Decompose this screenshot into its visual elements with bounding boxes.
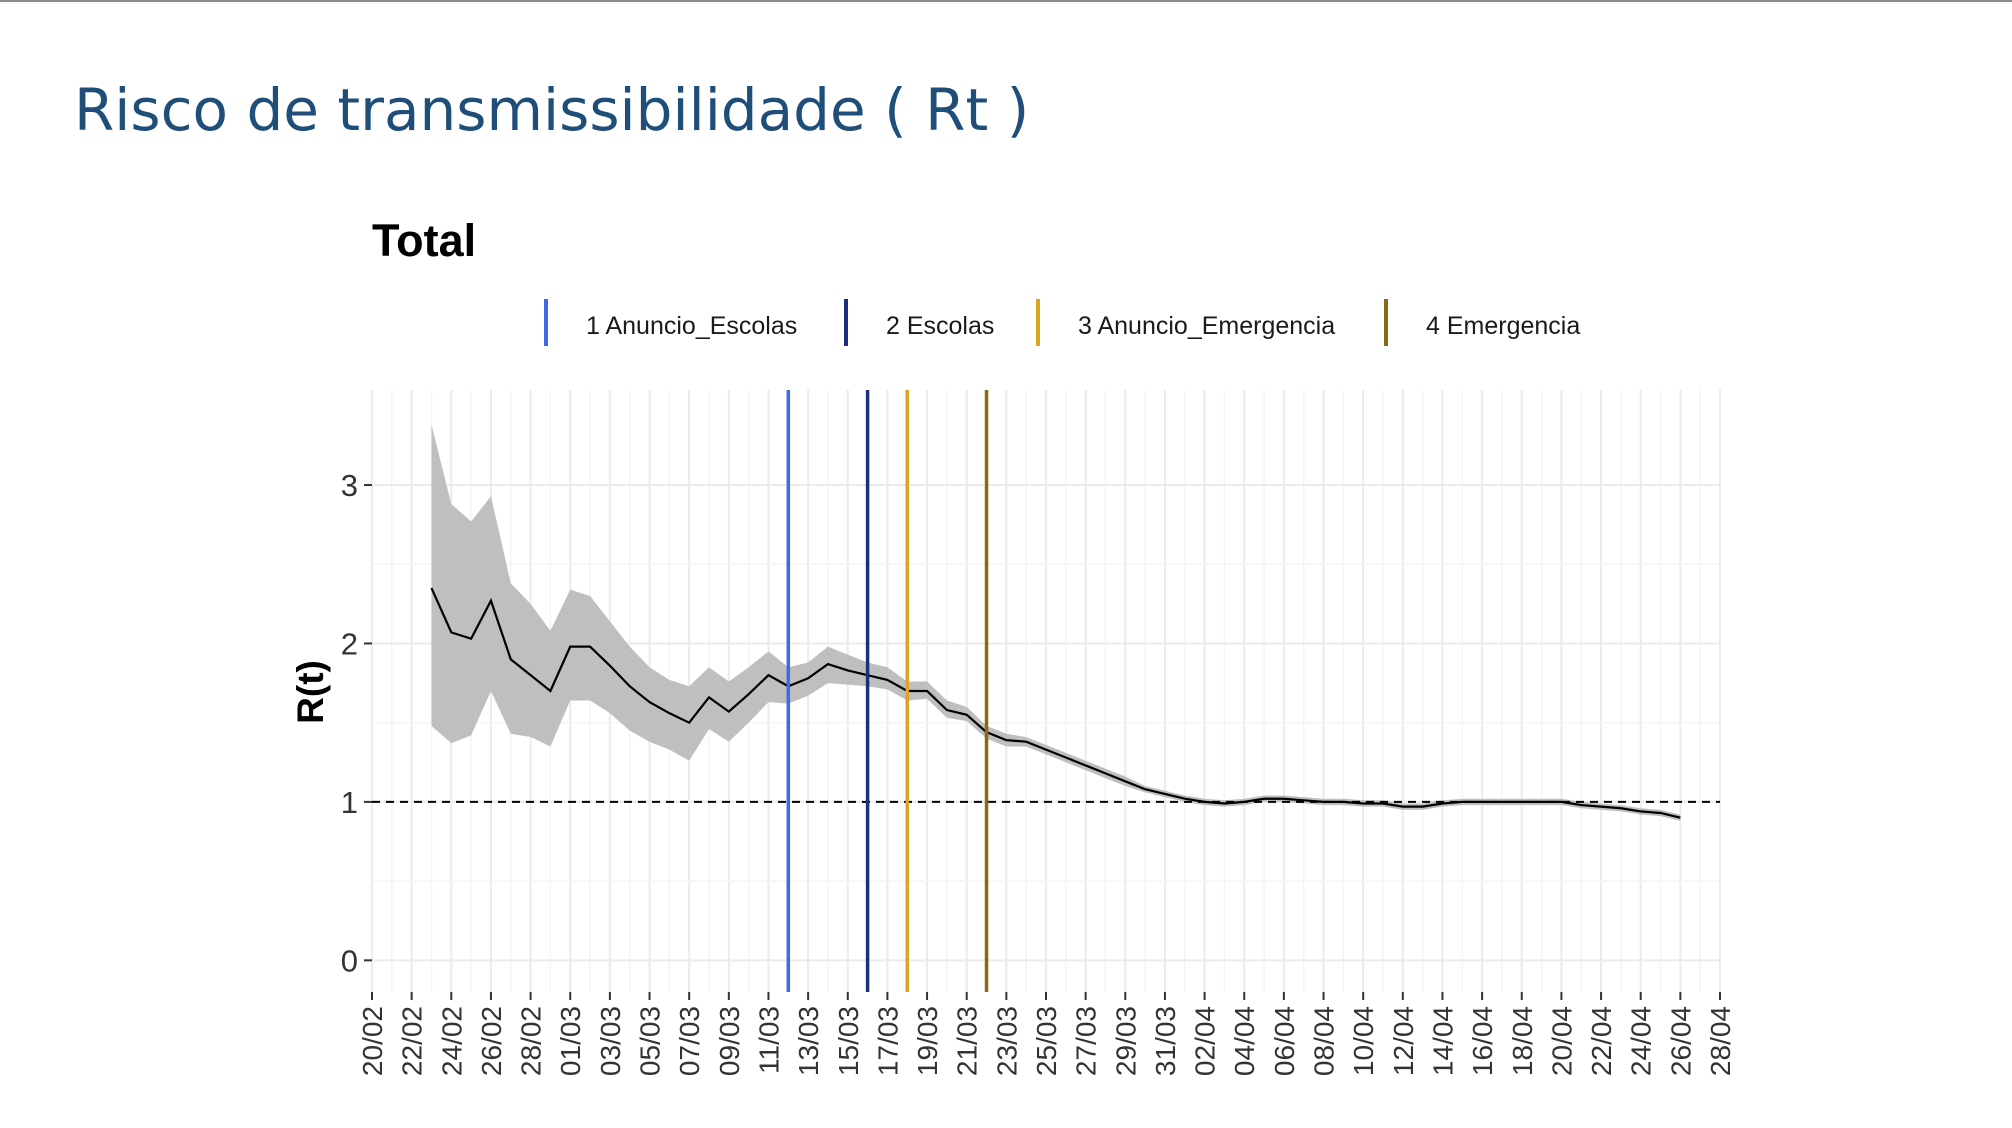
y-tick-label: 1 (341, 785, 358, 820)
x-tick-label: 09/03 (714, 1006, 745, 1076)
x-tick-label: 22/04 (1586, 1006, 1617, 1076)
legend-label: 4 Emergencia (1426, 312, 1580, 340)
slide-title: Risco de transmissibilidade ( Rt ) (74, 76, 1030, 144)
x-tick-label: 25/03 (1031, 1006, 1062, 1076)
x-tick-label: 21/03 (952, 1006, 983, 1076)
x-tick-label: 03/03 (595, 1006, 626, 1076)
x-tick-label: 19/03 (912, 1006, 943, 1076)
line-layer (430, 587, 1681, 819)
legend-label: 3 Anuncio_Emergencia (1078, 312, 1335, 340)
x-tick-label: 16/04 (1467, 1006, 1498, 1076)
rt-series-line (430, 587, 1681, 819)
x-tick-label: 18/04 (1507, 1006, 1538, 1076)
y-axis-title: R(t) (290, 660, 331, 724)
x-tick-label: 01/03 (555, 1006, 586, 1076)
x-tick-label: 27/03 (1071, 1006, 1102, 1076)
ribbon-layer (431, 424, 1681, 821)
x-tick-label: 20/02 (357, 1006, 388, 1076)
x-tick-label: 31/03 (1150, 1006, 1181, 1076)
x-tick-label: 07/03 (674, 1006, 705, 1076)
x-tick-label: 20/04 (1546, 1006, 1577, 1076)
x-tick-label: 24/02 (436, 1006, 467, 1076)
x-tick-label: 04/04 (1229, 1006, 1260, 1076)
y-tick-label: 3 (341, 468, 358, 503)
x-tick-label: 28/02 (516, 1006, 547, 1076)
top-rule (0, 0, 2012, 2)
x-tick-label: 15/03 (833, 1006, 864, 1076)
x-tick-label: 06/04 (1269, 1006, 1300, 1076)
x-tick-label: 12/04 (1388, 1006, 1419, 1076)
x-tick-label: 05/03 (635, 1006, 666, 1076)
x-tick-label: 24/04 (1626, 1006, 1657, 1076)
chart-title: Total (372, 215, 476, 266)
x-tick-label: 11/03 (753, 1006, 784, 1074)
axes: 0 1 2 3 20/02 22/02 24/02 26/02 28/02 01/03 03/03 0… (341, 468, 1736, 1076)
y-tick-label: 0 (341, 943, 358, 978)
y-tick-label: 2 (341, 626, 358, 661)
legend: 1 Anuncio_Escolas 2 Escolas 3 Anuncio_Emer… (544, 299, 1580, 346)
x-tick-label: 23/03 (991, 1006, 1022, 1076)
x-tick-label: 14/04 (1427, 1006, 1458, 1076)
x-tick-label: 08/04 (1309, 1006, 1340, 1076)
x-tick-label: 17/03 (872, 1006, 903, 1076)
confidence-ribbon (431, 424, 1681, 821)
x-tick-label: 13/03 (793, 1006, 824, 1076)
x-tick-label: 02/04 (1190, 1006, 1221, 1076)
x-tick-label: 26/02 (476, 1006, 507, 1076)
event-layer (786, 390, 989, 992)
legend-label: 1 Anuncio_Escolas (586, 312, 797, 340)
x-tick-label: 10/04 (1348, 1006, 1379, 1076)
legend-label: 2 Escolas (886, 312, 994, 340)
x-tick-label: 22/02 (397, 1006, 428, 1076)
x-tick-label: 26/04 (1665, 1006, 1696, 1076)
x-tick-label: 28/04 (1705, 1006, 1736, 1076)
x-tick-label: 29/03 (1110, 1006, 1141, 1076)
